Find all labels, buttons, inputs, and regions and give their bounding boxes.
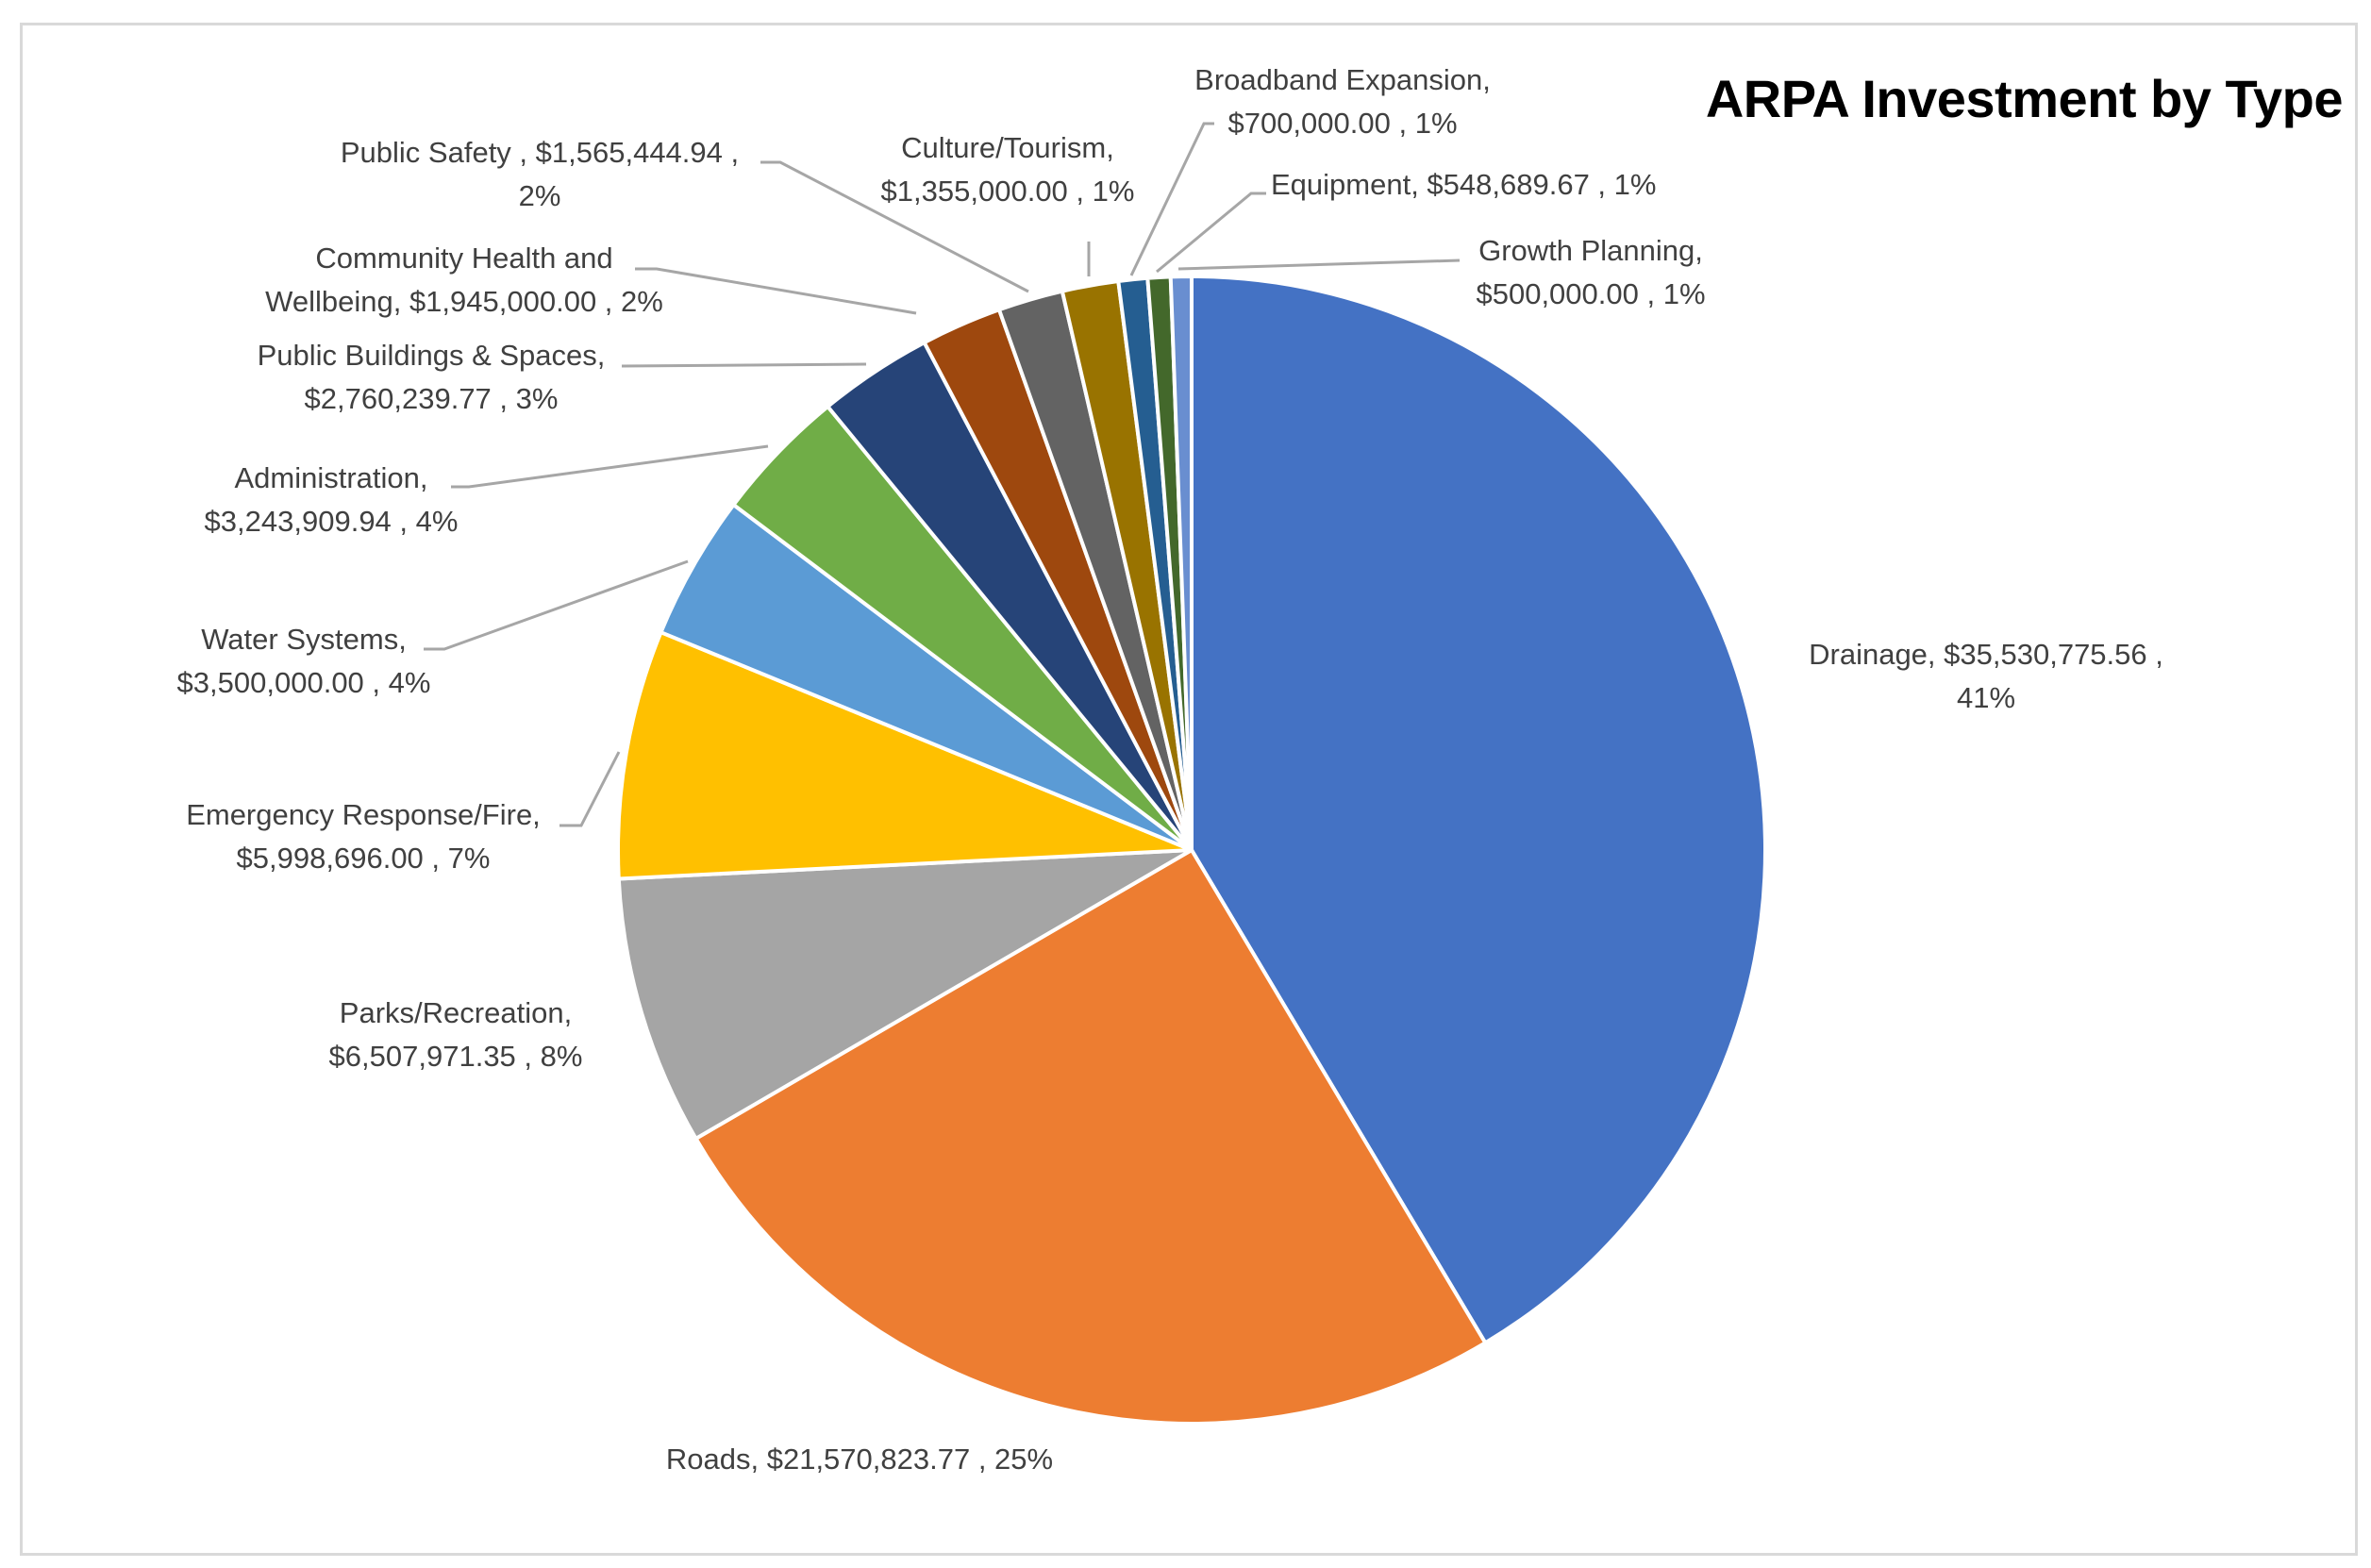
pie-slice-parks-recreation bbox=[616, 848, 1194, 1141]
data-label-line: Public Safety , $1,565,444.94 , bbox=[340, 136, 740, 169]
data-label-line: $2,760,239.77 , 3% bbox=[304, 382, 559, 415]
data-label-line: $1,355,000.00 , 1% bbox=[880, 175, 1135, 208]
leader-line bbox=[559, 751, 621, 827]
data-label: Broadband Expansion, $700,000.00 , 1% bbox=[1194, 58, 1491, 145]
leader-line bbox=[451, 444, 769, 489]
data-label-line: Public Buildings & Spaces, bbox=[257, 339, 606, 372]
data-label-line: Equipment, $548,689.67 , 1% bbox=[1271, 168, 1657, 201]
data-label-line: Drainage, $35,530,775.56 , bbox=[1809, 638, 2163, 671]
data-label: Public Buildings & Spaces, $2,760,239.77 … bbox=[258, 334, 606, 421]
data-label-line: Broadband Expansion, bbox=[1194, 63, 1491, 96]
data-label: Community Health and Wellbeing, $1,945,00… bbox=[265, 237, 663, 324]
data-label: Equipment, $548,689.67 , 1% bbox=[1271, 163, 1656, 207]
pie-slice-emergency-response-fire bbox=[616, 630, 1194, 881]
chart-border bbox=[20, 23, 2358, 1556]
pie-slice-roads bbox=[693, 848, 1488, 1426]
data-label: Emergency Response/Fire, $5,998,696.00 , … bbox=[186, 793, 541, 880]
data-label: Growth Planning, $500,000.00 , 1% bbox=[1476, 229, 1705, 316]
data-label: Culture/Tourism, $1,355,000.00 , 1% bbox=[881, 126, 1135, 213]
data-label: Drainage, $35,530,775.56 , 41% bbox=[1809, 633, 2163, 720]
data-label-line: 41% bbox=[1956, 681, 2016, 714]
data-label-line: $6,507,971.35 , 8% bbox=[328, 1040, 583, 1073]
data-label-line: Parks/Recreation, bbox=[339, 996, 573, 1029]
leader-line bbox=[621, 362, 867, 368]
data-label-line: Administration, bbox=[234, 461, 428, 494]
data-label-line: Wellbeing, $1,945,000.00 , 2% bbox=[265, 285, 663, 318]
pie-slice-growth-planning bbox=[1168, 275, 1194, 852]
data-label-line: Growth Planning, bbox=[1478, 234, 1703, 267]
data-label-line: $500,000.00 , 1% bbox=[1476, 277, 1706, 310]
pie-slice-drainage bbox=[1190, 275, 1767, 1345]
data-label: Parks/Recreation, $6,507,971.35 , 8% bbox=[329, 992, 583, 1078]
data-label-line: $3,243,909.94 , 4% bbox=[204, 505, 459, 538]
leader-line bbox=[1156, 192, 1266, 274]
data-label: Public Safety , $1,565,444.94 , 2% bbox=[341, 131, 739, 218]
data-label-line: Community Health and bbox=[315, 242, 613, 275]
data-label: Roads, $21,570,823.77 , 25% bbox=[666, 1438, 1053, 1481]
data-label-line: 2% bbox=[518, 179, 561, 212]
chart-title: ARPA Investment by Type bbox=[1705, 69, 2344, 128]
leader-line bbox=[760, 160, 1029, 293]
data-label-line: $3,500,000.00 , 4% bbox=[176, 666, 431, 699]
data-label: Administration, $3,243,909.94 , 4% bbox=[205, 457, 459, 543]
leader-line bbox=[424, 559, 689, 651]
data-label-line: $700,000.00 , 1% bbox=[1227, 107, 1458, 140]
data-label: Water Systems, $3,500,000.00 , 4% bbox=[177, 618, 431, 705]
data-label-line: Roads, $21,570,823.77 , 25% bbox=[665, 1443, 1054, 1476]
leader-line bbox=[1129, 122, 1214, 276]
leader-line bbox=[1177, 259, 1461, 271]
data-label-line: $5,998,696.00 , 7% bbox=[236, 842, 491, 875]
data-label-line: Water Systems, bbox=[201, 623, 407, 656]
data-label-line: Emergency Response/Fire, bbox=[186, 798, 541, 831]
data-label-line: Culture/Tourism, bbox=[901, 131, 1114, 164]
leader-line bbox=[635, 267, 917, 315]
